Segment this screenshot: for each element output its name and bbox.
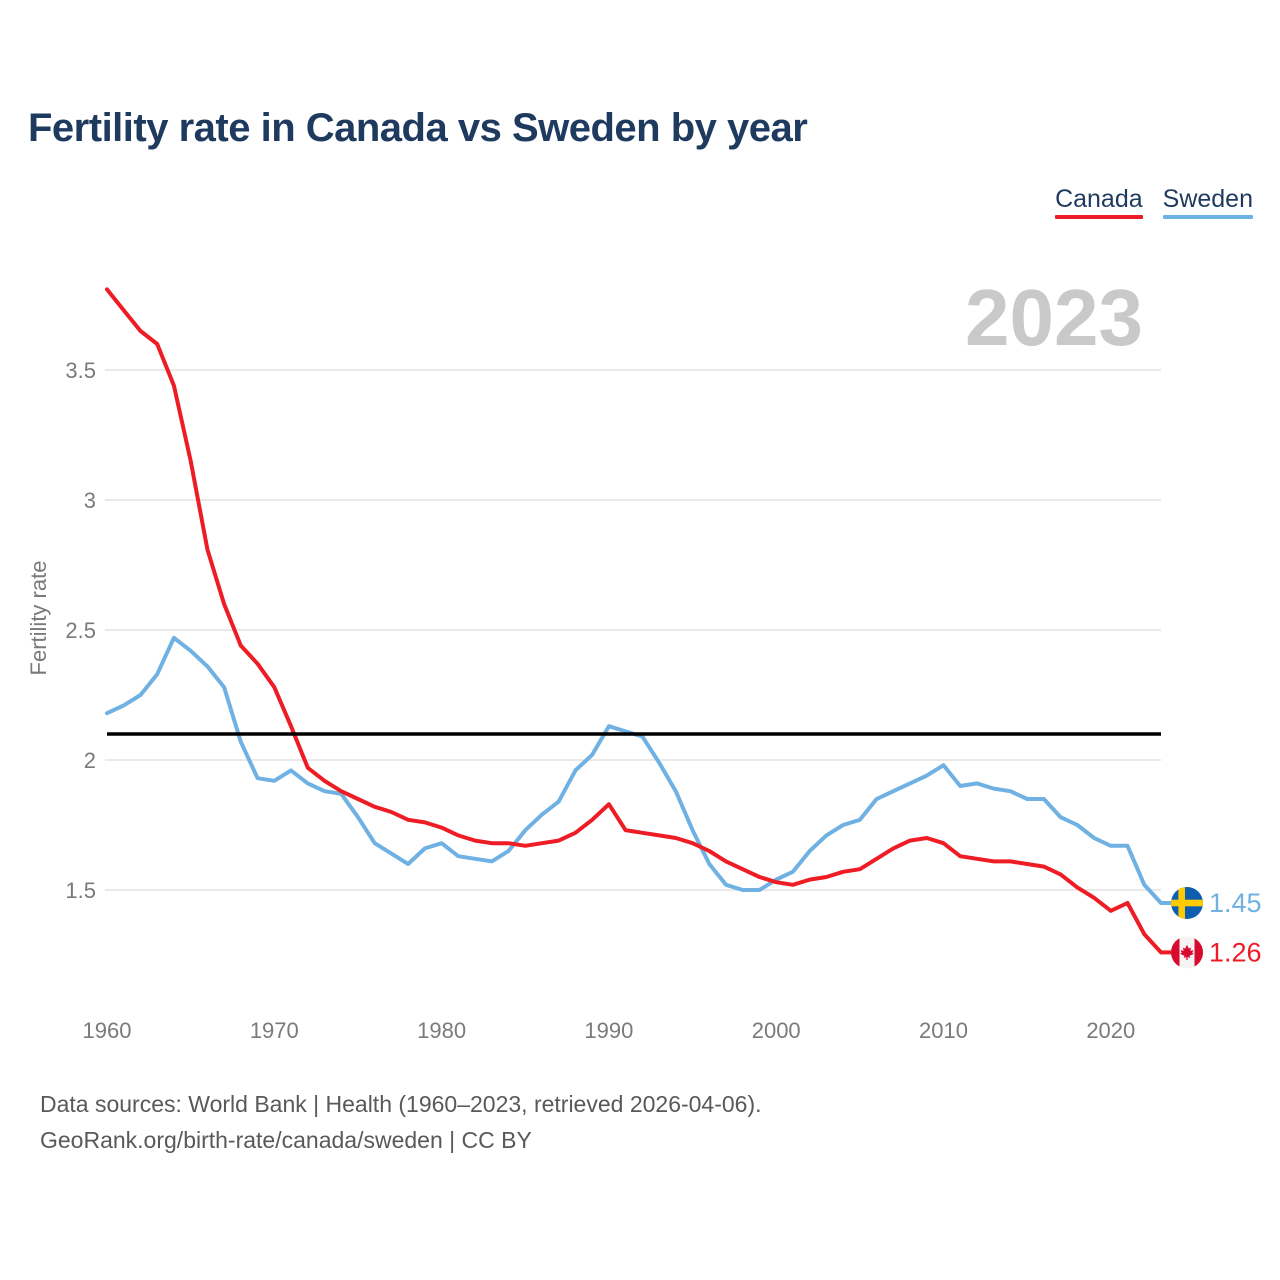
- legend-item-canada[interactable]: Canada: [1055, 186, 1143, 219]
- x-tick-label: 1990: [584, 1018, 633, 1043]
- page-title: Fertility rate in Canada vs Sweden by ye…: [28, 106, 808, 150]
- canada-color-swatch: [1055, 215, 1143, 219]
- source-line-1: Data sources: World Bank | Health (1960–…: [40, 1091, 762, 1117]
- canada-flag-icon: [1171, 936, 1203, 969]
- source-line-2[interactable]: GeoRank.org/birth-rate/canada/sweden | C…: [40, 1127, 532, 1153]
- sweden-color-swatch: [1162, 215, 1253, 219]
- x-tick-label: 1970: [250, 1018, 299, 1043]
- grid-layer: 1.5 2 2.5 3 3.5 1960 1970 1980 1990 2000 2010 2020: [65, 358, 1161, 1043]
- x-tick-label: 2020: [1086, 1018, 1135, 1043]
- x-tick-label: 1980: [417, 1018, 466, 1043]
- sweden-flag-icon: [1171, 887, 1203, 919]
- source-footer: Data sources: World Bank | Health (1960–…: [40, 1086, 762, 1158]
- y-tick-label: 1.5: [65, 878, 96, 903]
- y-tick-label: 3.5: [65, 358, 96, 383]
- x-tick-label: 1960: [83, 1018, 132, 1043]
- watermark-year: 2023: [965, 273, 1143, 362]
- canada-line[interactable]: [105, 287, 1163, 955]
- y-axis-title: Fertility rate: [26, 561, 51, 676]
- legend-label-sweden: Sweden: [1162, 185, 1253, 213]
- legend: Canada Sweden: [1055, 186, 1253, 219]
- x-tick-label: 2000: [752, 1018, 801, 1043]
- x-tick-label: 2010: [919, 1018, 968, 1043]
- y-tick-label: 2: [84, 748, 96, 773]
- y-tick-label: 2.5: [65, 618, 96, 643]
- y-tick-label: 3: [84, 488, 96, 513]
- legend-label-canada: Canada: [1055, 185, 1143, 213]
- sweden-end-value: 1.45: [1209, 888, 1262, 918]
- legend-item-sweden[interactable]: Sweden: [1162, 185, 1253, 219]
- canada-end-value: 1.26: [1209, 937, 1262, 967]
